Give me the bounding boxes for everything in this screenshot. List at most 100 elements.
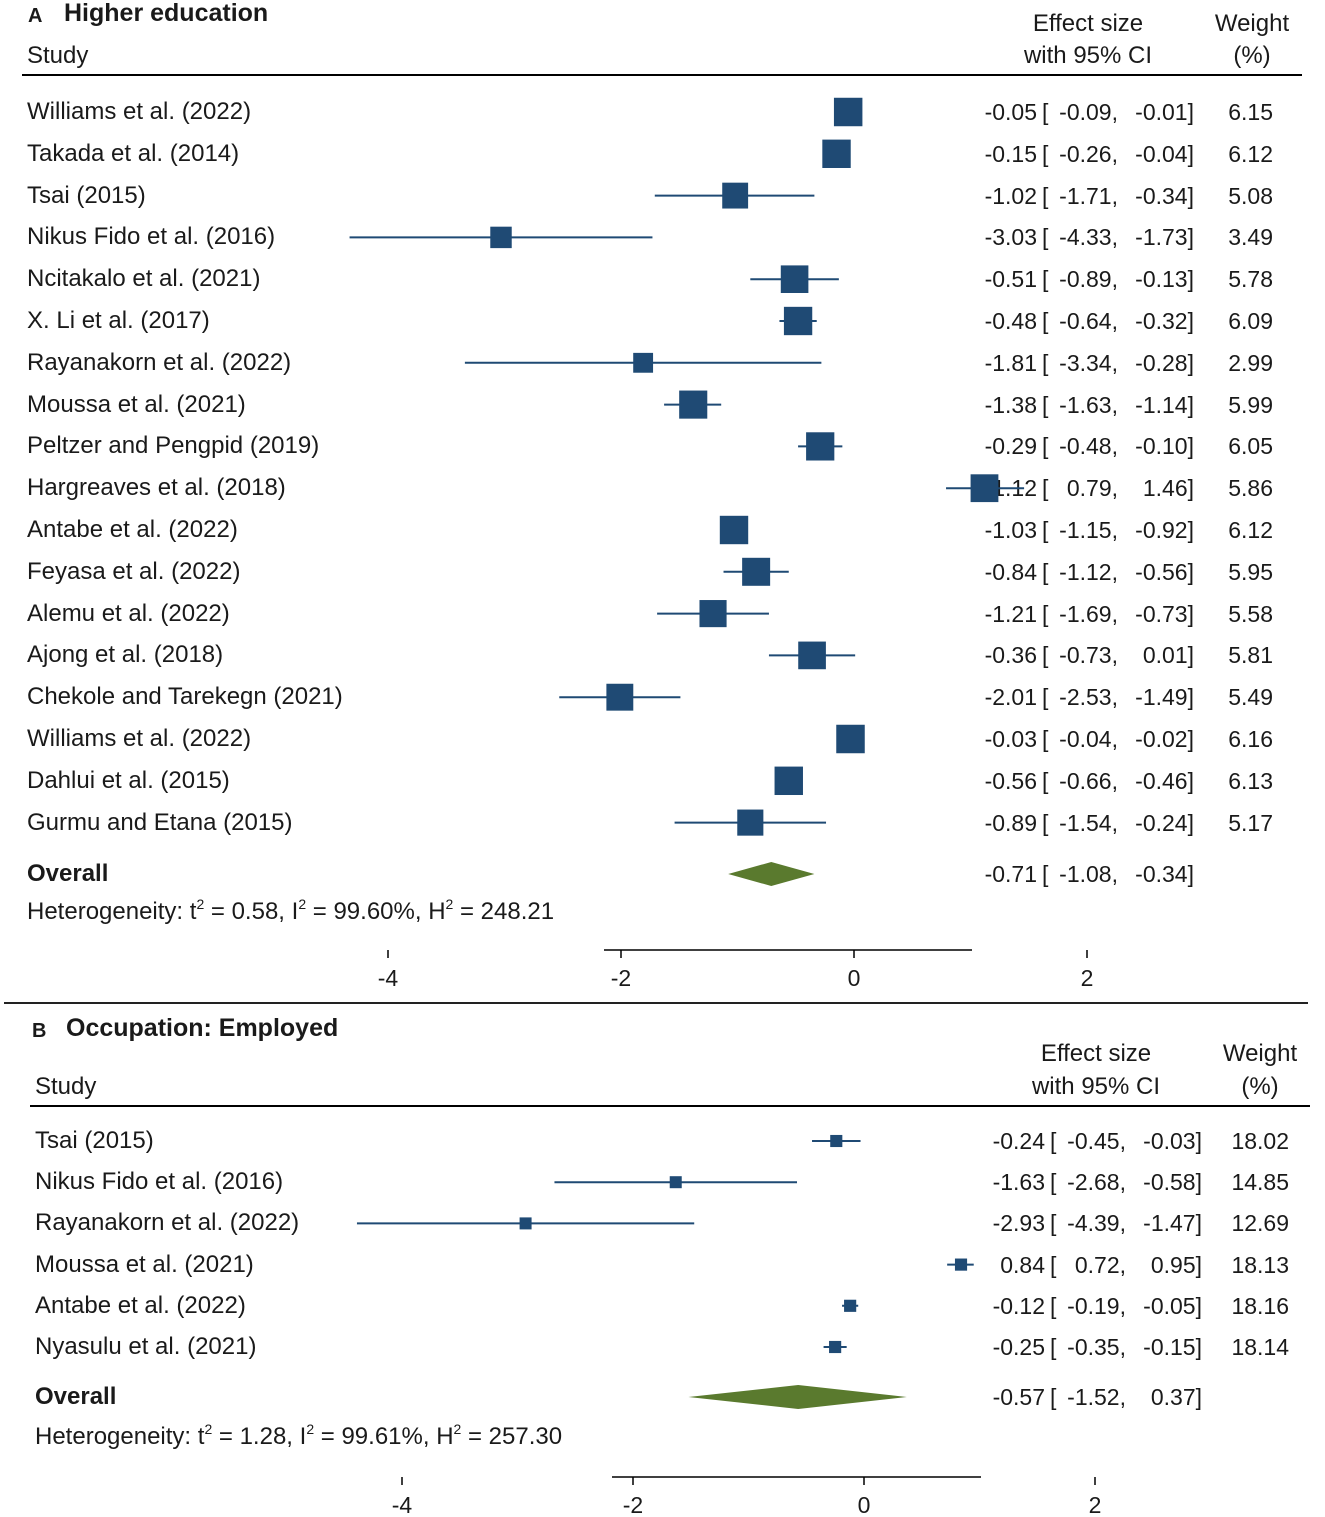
weight-value: 6.15 [1228,99,1273,125]
effect-marker [833,97,863,127]
ci-upper-value: -0.15] [1143,1334,1202,1360]
ci-upper-value: -0.56] [1135,558,1194,585]
ci-bracket: [ [1042,809,1049,836]
column-header-study: Study [27,42,89,69]
study-name: Alemu et al. (2022) [27,599,230,627]
column-header-ci: with 95% CI [1023,42,1153,69]
ci-upper-value: -1.49] [1135,684,1194,711]
weight-value: 12.69 [1231,1210,1289,1237]
column-header-study: Study [35,1073,97,1100]
ci-bracket: [ [1042,475,1049,502]
study-name: Chekole and Tarekegn (2021) [27,683,343,711]
effect-size-value: -0.36 [984,642,1037,669]
x-axis-tick-label: -4 [392,1492,413,1517]
effect-size-value: -0.29 [984,433,1037,460]
overall-ci-upper: -0.34] [1135,861,1194,887]
ci-bracket: [ [1042,684,1049,711]
effect-marker [633,352,654,373]
ci-upper-value: 0.01] [1142,642,1194,669]
ci-lower-value: -4.39, [1067,1210,1126,1237]
effect-size-value: -0.89 [984,809,1037,836]
study-name: Tsai (2015) [27,181,146,209]
column-header-weight-unit: (%) [1233,42,1271,69]
ci-upper-value: -0.10] [1135,433,1194,460]
ci-lower-value: -0.35, [1067,1334,1126,1360]
panel-title: Higher education [64,0,269,27]
ci-upper-value: -0.58] [1143,1169,1202,1196]
ci-lower-value: -0.19, [1067,1292,1126,1319]
ci-lower-value: -0.48, [1059,433,1118,460]
ci-bracket: [ [1050,1128,1057,1154]
ci-lower-value: -0.45, [1067,1128,1126,1154]
weight-value: 6.05 [1228,433,1273,460]
ci-lower-value: -0.26, [1059,140,1118,167]
column-header-ci: with 95% CI [1031,1073,1161,1100]
ci-lower-value: -2.68, [1067,1169,1126,1196]
ci-upper-value: -0.32] [1135,308,1194,334]
ci-lower-value: -2.53, [1059,684,1118,711]
overall-ci-lower: -1.52, [1067,1384,1126,1410]
study-name: Antabe et al. (2022) [27,516,238,543]
weight-value: 5.08 [1228,182,1273,209]
effect-size-value: 0.84 [1000,1251,1045,1278]
effect-size-value: -1.38 [984,391,1037,418]
ci-bracket: [ [1050,1251,1057,1278]
ci-upper-value: -0.92] [1135,517,1194,543]
column-header-effect-size: Effect size [1040,1040,1152,1067]
study-name: Williams et al. (2022) [27,725,252,752]
ci-bracket: [ [1042,266,1049,293]
header-rule [22,74,1302,76]
weight-value: 6.09 [1228,308,1273,334]
effect-size-value: -1.21 [984,600,1037,627]
study-name: Moussa et al. (2021) [27,390,246,418]
panel-letter: B [32,1020,47,1042]
effect-marker [699,600,727,628]
effect-size-value: -0.03 [984,726,1037,752]
ci-bracket: [ [1042,182,1049,209]
effect-size-value: -1.63 [992,1169,1045,1196]
overall-effect-value: -0.71 [984,861,1037,887]
effect-marker [830,1134,843,1148]
effect-marker [719,515,749,545]
overall-ci-bracket: [ [1042,861,1049,887]
ci-lower-value: 0.72, [1074,1251,1126,1278]
effect-size-value: -2.93 [992,1210,1045,1237]
effect-size-value: -1.81 [984,349,1037,376]
ci-lower-value: -0.89, [1059,266,1118,293]
ci-upper-value: -0.73] [1135,600,1194,627]
ci-upper-value: -0.05] [1143,1292,1202,1319]
effect-marker [737,809,764,836]
overall-label: Overall [27,860,109,887]
weight-value: 5.95 [1228,558,1273,585]
weight-value: 5.17 [1228,809,1273,836]
effect-size-value: -0.25 [992,1334,1045,1360]
ci-upper-value: -1.47] [1143,1210,1202,1237]
ci-upper-value: -0.03] [1143,1128,1202,1154]
study-name: Nikus Fido et al. (2016) [35,1168,284,1196]
ci-upper-value: -0.01] [1135,99,1194,125]
weight-value: 5.99 [1228,391,1273,418]
effect-marker [780,265,809,293]
effect-marker [606,683,634,711]
ci-bracket: [ [1050,1169,1057,1196]
ci-lower-value: -1.71, [1059,182,1118,209]
panel-title: Occupation: Employed [66,1014,339,1042]
x-axis-tick-label: -4 [378,965,399,991]
ci-lower-value: -0.09, [1059,99,1118,125]
ci-upper-value: -1.14] [1135,391,1194,418]
study-name: Ncitakalo et al. (2021) [27,265,261,293]
effect-marker [970,474,999,503]
ci-bracket: [ [1042,99,1049,125]
x-axis-tick-label: 0 [848,965,861,991]
effect-marker [742,557,771,586]
effect-size-value: -0.48 [984,308,1037,334]
effect-size-value: -1.02 [984,182,1037,209]
study-name: Gurmu and Etana (2015) [27,808,293,836]
effect-size-value: -0.84 [984,558,1037,585]
ci-lower-value: -1.15, [1059,517,1118,543]
ci-bracket: [ [1042,308,1049,334]
effect-marker [806,432,835,461]
study-name: Ajong et al. (2018) [27,641,224,669]
effect-marker [829,1340,842,1354]
effect-marker [783,306,813,336]
